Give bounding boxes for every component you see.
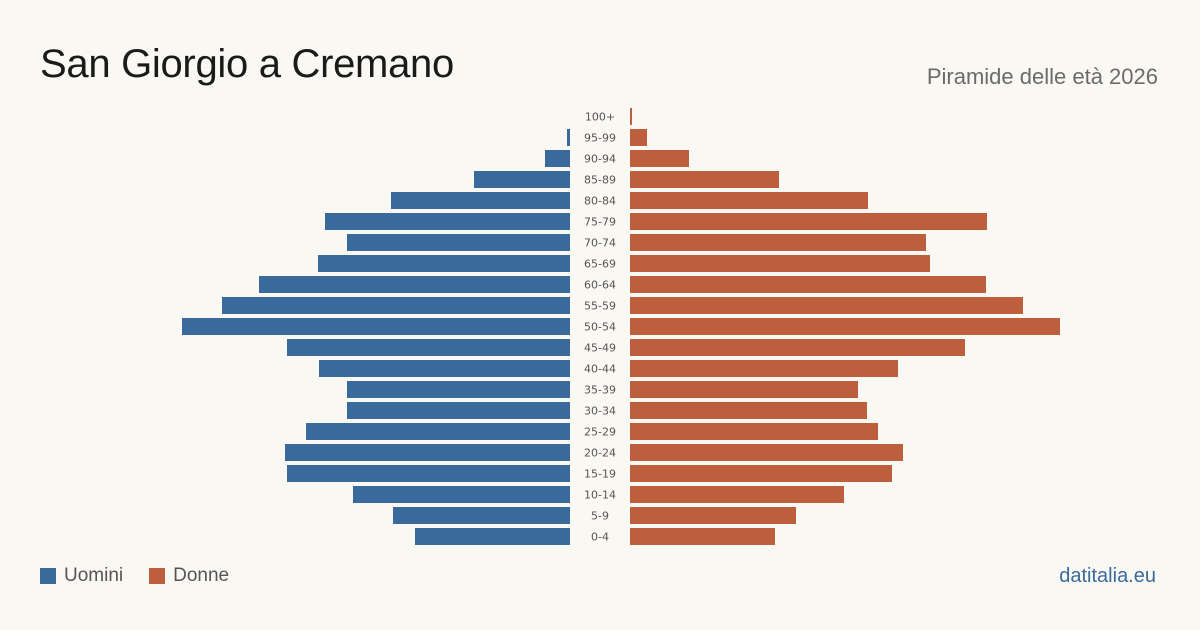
bar-men-95-99 [567, 129, 570, 146]
bar-women-60-64 [630, 276, 986, 293]
age-label-25-29: 25-29 [584, 426, 616, 439]
legend: Uomini Donne [40, 565, 255, 587]
age-label-55-59: 55-59 [584, 300, 616, 313]
age-label-45-49: 45-49 [584, 342, 616, 355]
bar-men-20-24 [285, 444, 570, 461]
bar-men-0-4 [415, 528, 570, 545]
bar-men-75-79 [325, 213, 570, 230]
bar-men-90-94 [545, 150, 570, 167]
bar-men-10-14 [353, 486, 570, 503]
legend-label-women: Donne [173, 565, 230, 586]
age-label-60-64: 60-64 [584, 279, 616, 292]
age-label-10-14: 10-14 [584, 489, 616, 502]
bar-women-25-29 [630, 423, 878, 440]
age-label-65-69: 65-69 [584, 258, 616, 271]
bar-men-25-29 [306, 423, 570, 440]
bar-women-100+ [630, 108, 632, 125]
bar-women-5-9 [630, 507, 796, 524]
age-label-40-44: 40-44 [584, 363, 616, 376]
legend-item-women: Donne [149, 565, 229, 587]
age-label-20-24: 20-24 [584, 447, 616, 460]
bar-men-35-39 [347, 381, 570, 398]
bar-women-30-34 [630, 402, 867, 419]
bar-men-85-89 [474, 171, 570, 188]
bar-men-55-59 [222, 297, 570, 314]
age-label-80-84: 80-84 [584, 195, 616, 208]
bar-women-10-14 [630, 486, 844, 503]
legend-swatch-women [149, 568, 166, 584]
legend-label-men: Uomini [64, 565, 124, 586]
bar-women-35-39 [630, 381, 858, 398]
bar-men-30-34 [347, 402, 570, 419]
legend-item-men: Uomini [40, 565, 123, 587]
age-label-35-39: 35-39 [584, 384, 616, 397]
bar-men-45-49 [287, 339, 570, 356]
brand-link[interactable]: datitalia.eu [1059, 565, 1156, 587]
age-label-75-79: 75-79 [584, 216, 616, 229]
bar-men-65-69 [318, 255, 570, 272]
age-label-85-89: 85-89 [584, 174, 616, 187]
age-label-100+: 100+ [585, 111, 615, 124]
bar-women-45-49 [630, 339, 965, 356]
bar-men-15-19 [287, 465, 570, 482]
bar-women-15-19 [630, 465, 892, 482]
age-label-0-4: 0-4 [591, 531, 609, 544]
bar-men-50-54 [182, 318, 570, 335]
age-label-90-94: 90-94 [584, 153, 616, 166]
age-label-70-74: 70-74 [584, 237, 616, 250]
bar-women-70-74 [630, 234, 926, 251]
bar-women-85-89 [630, 171, 779, 188]
chart-subtitle: Piramide delle età 2026 [926, 64, 1158, 89]
bar-men-80-84 [391, 192, 570, 209]
bar-women-50-54 [630, 318, 1060, 335]
bar-women-75-79 [630, 213, 987, 230]
age-label-95-99: 95-99 [584, 132, 616, 145]
bar-women-65-69 [630, 255, 930, 272]
age-label-15-19: 15-19 [584, 468, 616, 481]
bar-women-90-94 [630, 150, 689, 167]
bar-men-5-9 [393, 507, 570, 524]
bar-women-80-84 [630, 192, 868, 209]
bar-men-70-74 [347, 234, 570, 251]
bar-men-40-44 [319, 360, 570, 377]
age-label-50-54: 50-54 [584, 321, 616, 334]
age-label-5-9: 5-9 [591, 510, 609, 523]
bar-women-95-99 [630, 129, 647, 146]
bar-women-0-4 [630, 528, 775, 545]
chart-title: San Giorgio a Cremano [40, 42, 454, 86]
bar-women-55-59 [630, 297, 1023, 314]
bar-women-20-24 [630, 444, 903, 461]
bar-men-60-64 [259, 276, 570, 293]
legend-swatch-men [40, 568, 56, 584]
age-label-30-34: 30-34 [584, 405, 616, 418]
bar-women-40-44 [630, 360, 898, 377]
